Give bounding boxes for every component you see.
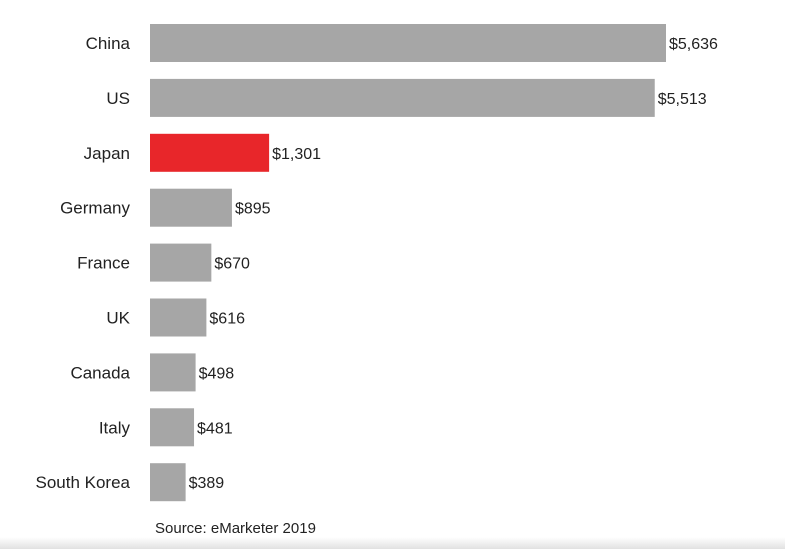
value-label: $498 bbox=[199, 365, 235, 382]
bar-france bbox=[150, 243, 212, 282]
category-label: Japan bbox=[84, 144, 130, 163]
bar-japan bbox=[150, 133, 270, 172]
value-label: $616 bbox=[209, 311, 245, 328]
bar-italy bbox=[150, 408, 195, 447]
source-note: Source: eMarketer 2019 bbox=[155, 520, 316, 537]
category-label: UK bbox=[106, 309, 130, 328]
bar-germany bbox=[150, 188, 232, 227]
category-label: South Korea bbox=[35, 473, 130, 492]
bar-south-korea bbox=[150, 463, 186, 502]
value-label: $389 bbox=[189, 475, 225, 492]
bottom-shadow bbox=[0, 537, 785, 549]
category-label: Germany bbox=[60, 199, 130, 218]
category-label: France bbox=[77, 254, 130, 273]
value-label: $1,301 bbox=[272, 146, 321, 163]
value-label: $5,636 bbox=[669, 36, 718, 53]
bar-us bbox=[150, 78, 655, 117]
category-label: Italy bbox=[99, 418, 131, 437]
category-label: US bbox=[106, 89, 130, 108]
value-label: $895 bbox=[235, 201, 271, 218]
bar-canada bbox=[150, 353, 196, 392]
value-label: $670 bbox=[214, 256, 250, 273]
value-label: $5,513 bbox=[658, 91, 707, 108]
value-label: $481 bbox=[197, 420, 233, 437]
bar-china bbox=[150, 24, 666, 62]
category-label: China bbox=[86, 34, 131, 53]
bar-uk bbox=[150, 298, 207, 337]
category-label: Canada bbox=[70, 363, 130, 382]
